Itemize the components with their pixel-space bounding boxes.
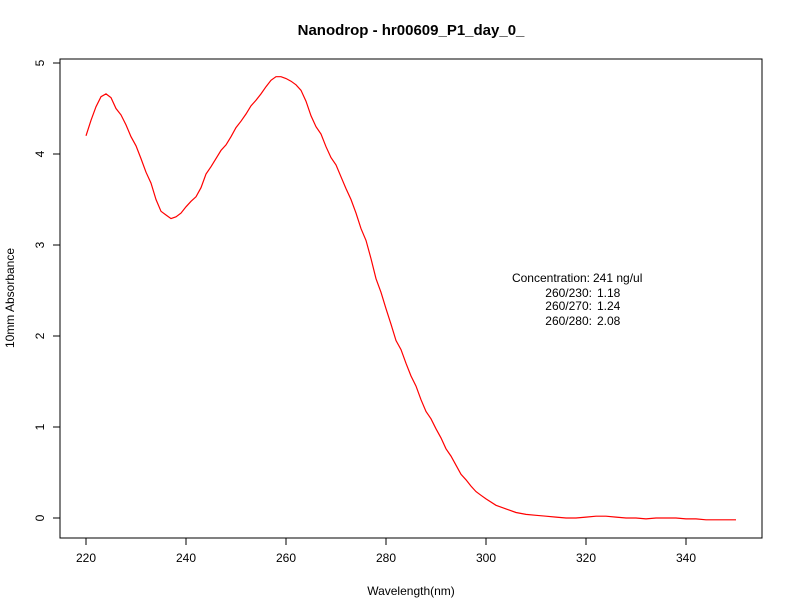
annotation-260-230-value: 1.18	[597, 286, 621, 300]
y-axis-label: 10mm Absorbance	[3, 248, 17, 348]
y-tick-label: 5	[33, 59, 47, 66]
x-axis-label: Wavelength(nm)	[367, 584, 455, 598]
y-tick-label: 3	[33, 241, 47, 248]
y-tick-label: 0	[33, 514, 47, 521]
annotation-260-270-label: 260/270:	[545, 299, 592, 313]
annotation-concentration-value: 241 ng/ul	[593, 271, 642, 285]
plot-frame	[59, 58, 763, 539]
annotation-260-270-value: 1.24	[597, 299, 621, 313]
y-tick-label: 1	[33, 423, 47, 430]
y-tick-label: 4	[33, 150, 47, 157]
x-tick-label: 240	[176, 551, 196, 565]
x-axis: 220 240 260 280 300 320 340	[76, 537, 696, 565]
annotation-box: Concentration: 241 ng/ul 260/230: 1.18 2…	[512, 271, 642, 328]
x-tick-label: 280	[376, 551, 396, 565]
x-tick-label: 340	[676, 551, 696, 565]
annotation-260-280-value: 2.08	[597, 314, 621, 328]
x-tick-label: 300	[476, 551, 496, 565]
y-axis: 0 1 2 3 4 5	[33, 59, 61, 521]
annotation-260-230-label: 260/230:	[545, 286, 592, 300]
absorbance-line	[85, 76, 736, 521]
x-tick-label: 320	[576, 551, 596, 565]
y-tick-label: 2	[33, 332, 47, 339]
x-tick-label: 220	[76, 551, 96, 565]
annotation-260-280-label: 260/280:	[545, 314, 592, 328]
x-tick-label: 260	[276, 551, 296, 565]
chart-title: Nanodrop - hr00609_P1_day_0_	[298, 22, 525, 39]
annotation-concentration-label: Concentration:	[512, 271, 590, 285]
